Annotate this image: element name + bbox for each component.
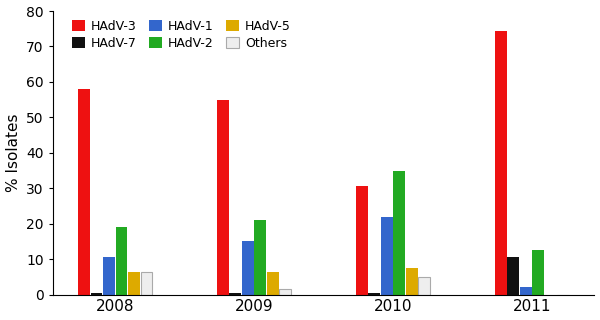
Bar — [418, 277, 430, 295]
Bar — [507, 257, 519, 295]
Bar — [242, 241, 254, 295]
Bar — [495, 30, 506, 295]
Y-axis label: % Isolates: % Isolates — [5, 114, 20, 192]
Bar — [116, 227, 127, 295]
Bar — [103, 257, 115, 295]
Bar — [78, 89, 90, 295]
Bar — [217, 100, 229, 295]
Bar — [267, 272, 279, 295]
Bar — [91, 293, 103, 295]
Bar — [532, 250, 544, 295]
Legend: HAdV-3, HAdV-7, HAdV-1, HAdV-2, HAdV-5, Others: HAdV-3, HAdV-7, HAdV-1, HAdV-2, HAdV-5, … — [70, 17, 293, 53]
Bar — [381, 217, 393, 295]
Bar — [280, 289, 292, 295]
Bar — [356, 187, 368, 295]
Bar — [520, 287, 532, 295]
Bar — [254, 220, 266, 295]
Bar — [406, 268, 418, 295]
Bar — [368, 293, 380, 295]
Bar — [140, 272, 152, 295]
Bar — [128, 272, 140, 295]
Bar — [394, 171, 405, 295]
Bar — [229, 293, 241, 295]
